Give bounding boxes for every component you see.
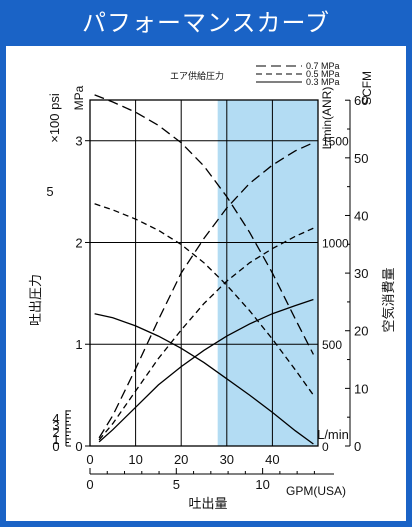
x-lmin-tick-label-40: 40 bbox=[265, 452, 279, 467]
chart-title: パフォーマンスカーブ bbox=[81, 9, 331, 37]
scfm-tick-label-10: 10 bbox=[354, 381, 368, 396]
legend-entry-label-2: 0.5 MPa bbox=[306, 69, 340, 79]
recommended-range-band bbox=[217, 100, 318, 446]
scfm-tick-label-60: 60 bbox=[354, 93, 368, 108]
x-lmin-tick-label-0: 0 bbox=[86, 452, 93, 467]
legend-entry-label-1: 0.7 MPa bbox=[306, 61, 340, 71]
x-lmin-unit-label: L/min bbox=[317, 427, 349, 442]
right-axis-outer-label: 空気消費量 bbox=[381, 267, 396, 332]
psi-tick-label-1: 1 bbox=[52, 432, 59, 447]
series-line-air-consumption-03 bbox=[98, 298, 314, 443]
anr-tick-label-0: 0 bbox=[322, 440, 329, 454]
scfm-tick-label-40: 40 bbox=[354, 208, 368, 223]
x-lmin-tick-label-20: 20 bbox=[174, 452, 188, 467]
psi-tick-label-3: 3 bbox=[52, 418, 59, 433]
mpa-tick-label-1: 1 bbox=[75, 337, 82, 352]
anr-tick-label-500: 500 bbox=[322, 338, 342, 352]
left-axis-outer-label: 吐出圧力 bbox=[28, 274, 43, 326]
psi-tick-label-0: 0 bbox=[52, 439, 59, 454]
x-axis-label: 吐出量 bbox=[188, 496, 227, 511]
scfm-tick-label-50: 50 bbox=[354, 151, 368, 166]
mpa-tick-label-3: 3 bbox=[75, 134, 82, 149]
scfm-tick-label-30: 30 bbox=[354, 266, 368, 281]
series-line-discharge-pressure-07 bbox=[94, 94, 314, 355]
x-lmin-tick-label-10: 10 bbox=[128, 452, 142, 467]
chart-panel: 0 1 2 3 4 0 1 2 3 0 500 1000 1500 0 10 20 30 40 50 60 0 10 20 3… bbox=[6, 46, 406, 521]
mpa-tick-label-2: 2 bbox=[75, 235, 82, 250]
psi-tick-label-4: 4 bbox=[52, 411, 59, 426]
series-line-air-consumption-07 bbox=[98, 142, 314, 439]
left-axis-mpa-label: MPa bbox=[72, 85, 86, 110]
anr-tick-label-1000: 1000 bbox=[322, 236, 349, 250]
scfm-tick-label-0: 0 bbox=[354, 439, 361, 454]
psi-tick-label-2: 2 bbox=[52, 425, 59, 440]
left-axis-psi-label: ×100 psi bbox=[47, 93, 62, 143]
right-axis-lmin-label: L/min(ANR) bbox=[320, 87, 334, 150]
x-gpm-tick-label-10: 10 bbox=[255, 477, 269, 492]
plot-area-border bbox=[89, 99, 319, 447]
series-line-discharge-pressure-03 bbox=[94, 313, 314, 445]
series-line-air-consumption-05 bbox=[98, 227, 314, 441]
psi-tick-5: 5 bbox=[46, 184, 53, 199]
anr-tick-label-1500: 1500 bbox=[322, 135, 349, 149]
x-lmin-tick-label-30: 30 bbox=[220, 452, 234, 467]
legend-entry-label-3: 0.3 MPa bbox=[306, 77, 340, 87]
legend-title: エア供給圧力 bbox=[170, 70, 224, 81]
x-gpm-tick-label-0: 0 bbox=[86, 477, 93, 492]
x-gpm-unit-label: GPM(USA) bbox=[286, 484, 346, 498]
series-line-discharge-pressure-05 bbox=[94, 203, 314, 396]
right-axis-scfm-label: SCFM bbox=[360, 71, 374, 105]
x-gpm-tick-label-5: 5 bbox=[173, 477, 180, 492]
scfm-tick-label-20: 20 bbox=[354, 324, 368, 339]
mpa-tick-label-0: 0 bbox=[75, 439, 82, 454]
